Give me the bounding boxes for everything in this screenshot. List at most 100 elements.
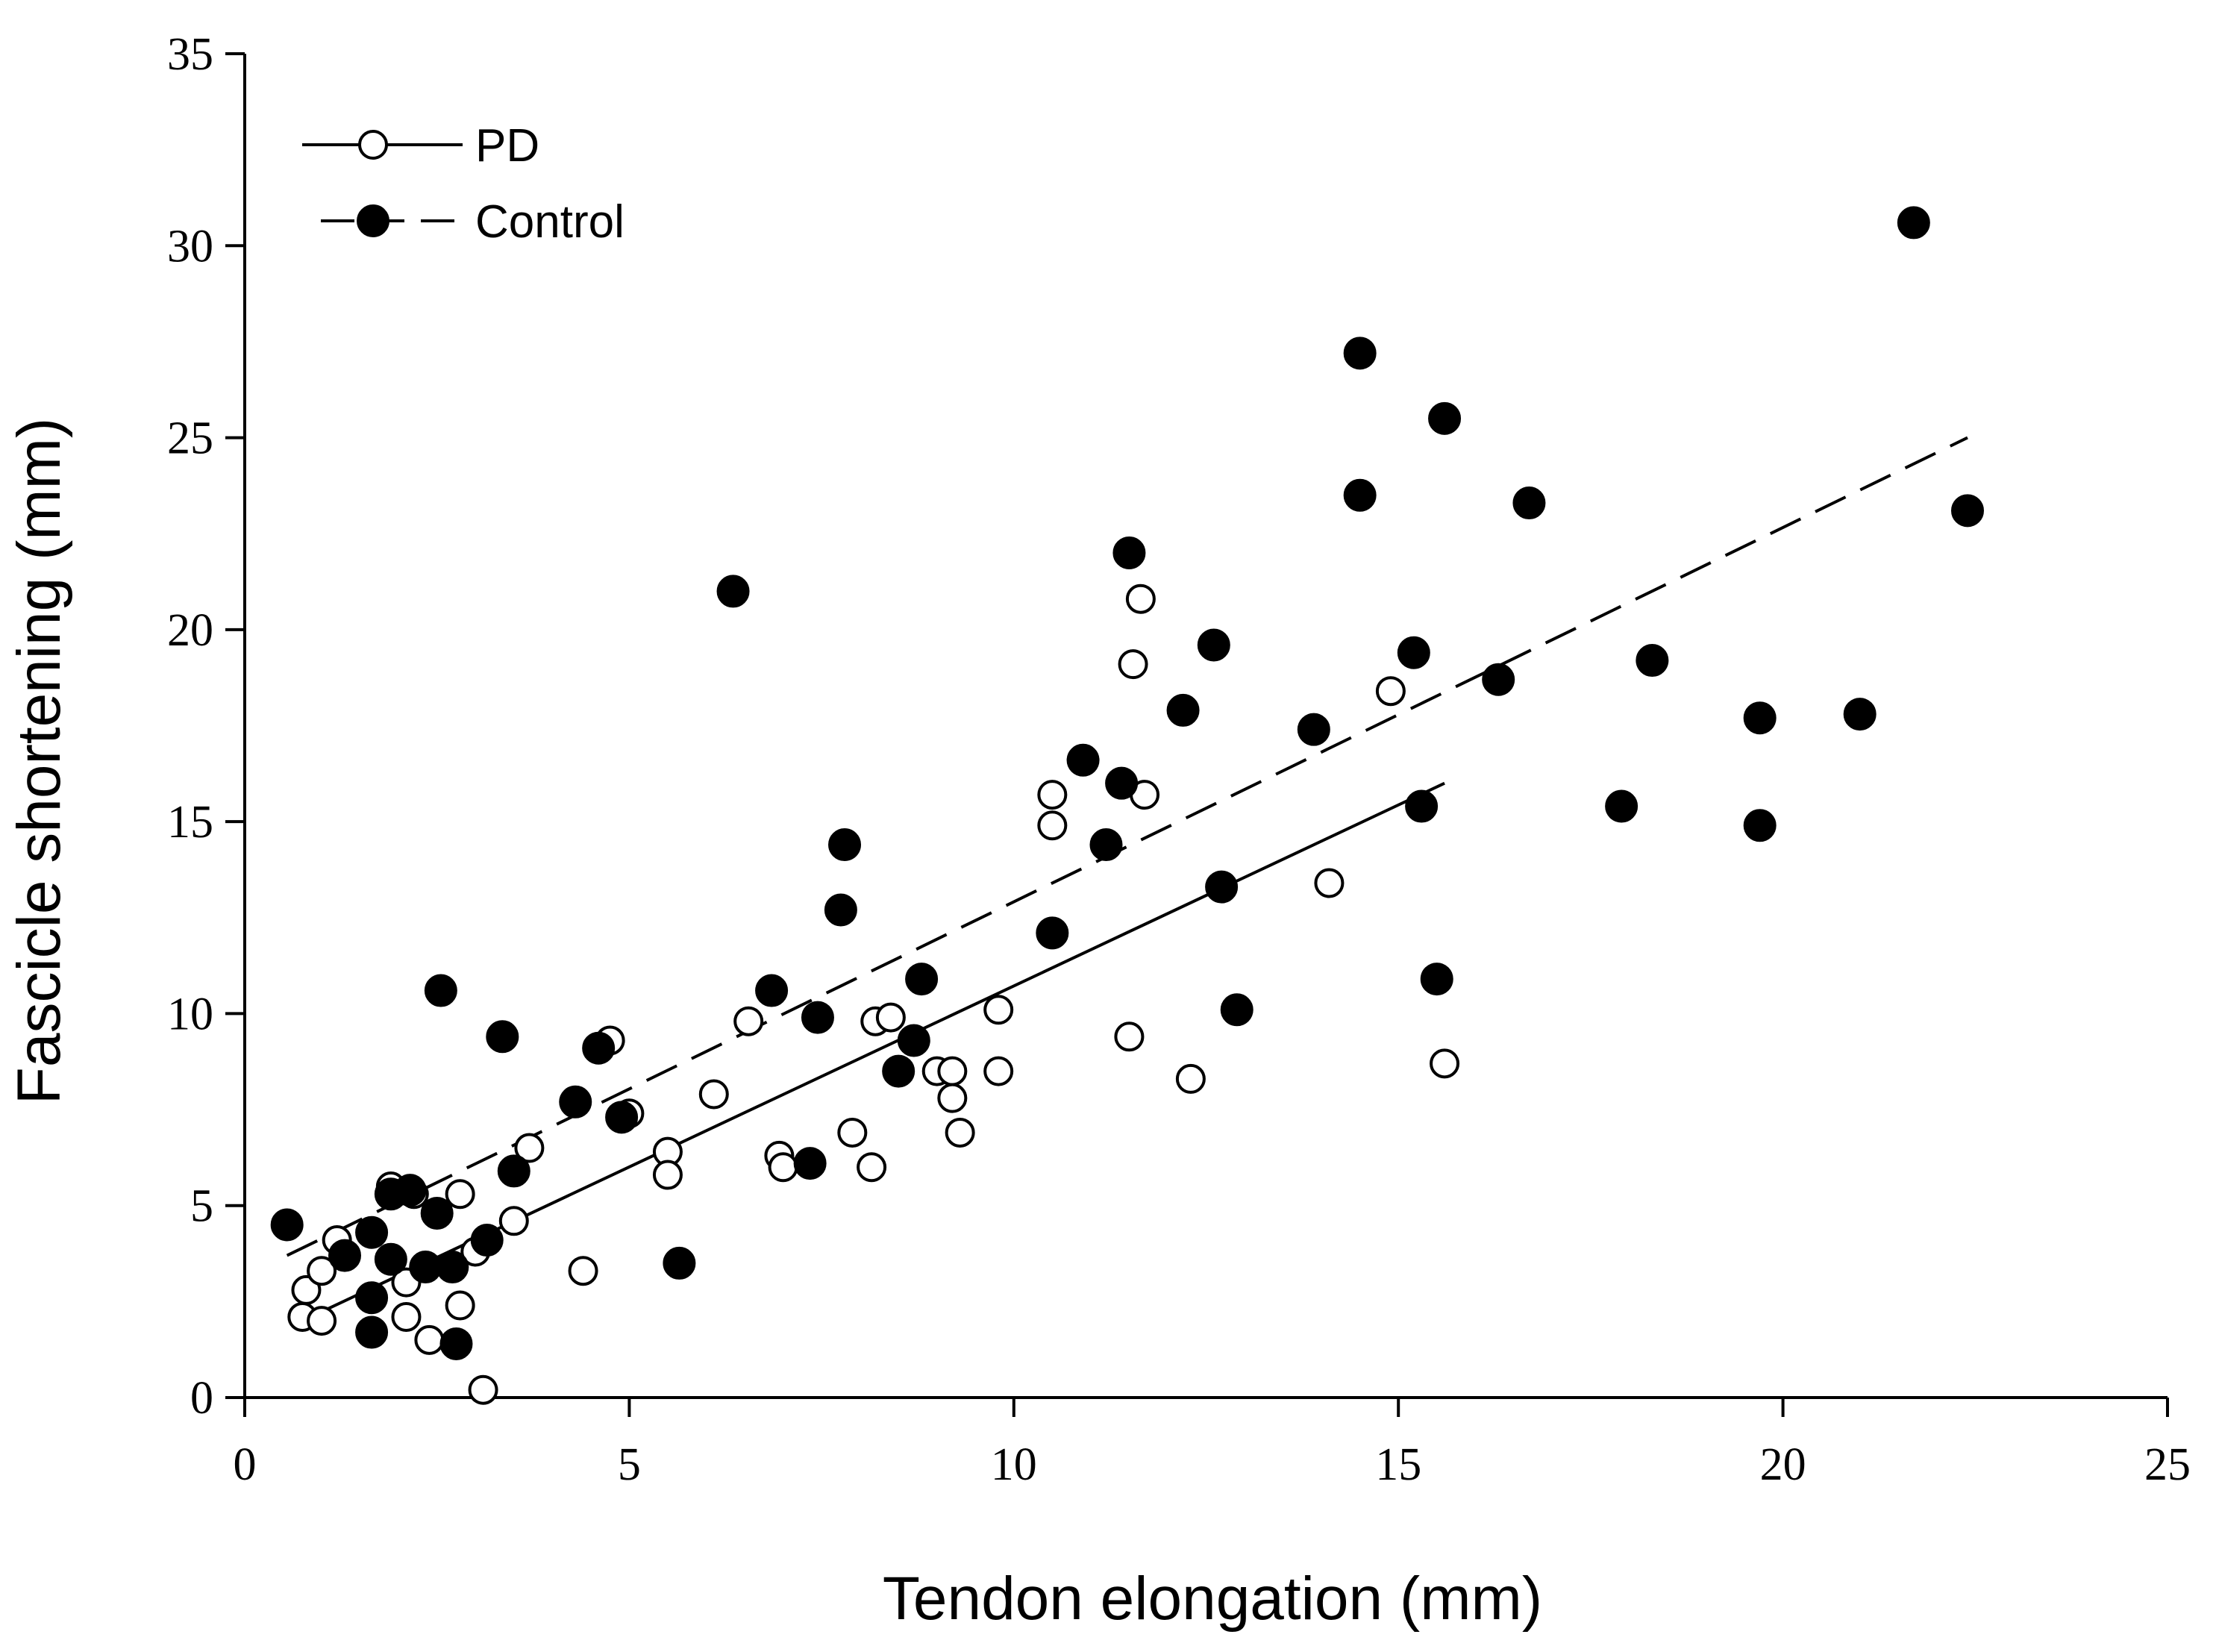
legend-control-label: Control <box>475 196 625 248</box>
point-control <box>897 1024 930 1057</box>
y-tick-label: 35 <box>167 29 213 80</box>
point-pd <box>937 1083 968 1113</box>
y-tick-label: 25 <box>167 413 213 464</box>
legend-control-marker <box>357 204 389 237</box>
point-control <box>582 1031 616 1065</box>
point-pd <box>837 1117 868 1148</box>
point-pd <box>1430 1048 1460 1079</box>
point-control <box>328 1239 362 1272</box>
point-pd <box>937 1056 968 1086</box>
point-control <box>716 575 750 608</box>
point-control <box>470 1224 504 1257</box>
point-control <box>355 1281 389 1315</box>
point-pd <box>1037 780 1068 810</box>
point-control <box>1112 536 1146 569</box>
point-control <box>1950 494 1984 528</box>
point-control <box>1743 809 1777 842</box>
point-control <box>1428 401 1462 435</box>
point-control <box>1297 713 1330 746</box>
point-control <box>1605 789 1638 823</box>
point-control <box>1843 698 1877 731</box>
point-control <box>559 1085 592 1118</box>
point-control <box>420 1197 454 1230</box>
point-pd <box>875 1002 906 1033</box>
point-pd <box>945 1117 975 1148</box>
point-control <box>793 1147 827 1180</box>
y-tick-label: 5 <box>190 1181 213 1232</box>
point-control <box>1197 628 1230 662</box>
y-tick-label: 0 <box>190 1373 213 1424</box>
point-pd <box>391 1301 422 1332</box>
point-control <box>663 1246 696 1280</box>
point-pd <box>307 1256 337 1286</box>
point-control <box>355 1315 389 1349</box>
point-control <box>1343 478 1377 512</box>
point-pd <box>498 1206 529 1236</box>
point-pd <box>983 995 1014 1025</box>
point-control <box>1512 486 1546 520</box>
point-control <box>1420 963 1453 996</box>
point-control <box>828 828 862 862</box>
data-points <box>270 206 1984 1405</box>
point-control <box>1220 993 1253 1027</box>
legend-pd-label: PD <box>475 120 539 172</box>
x-tick-label: 5 <box>618 1439 641 1490</box>
point-control <box>1743 701 1777 735</box>
y-tick-label: 30 <box>167 221 213 272</box>
point-control <box>436 1251 469 1284</box>
fit-lines <box>286 436 1968 1322</box>
x-tick-label: 15 <box>1375 1439 1421 1490</box>
point-pd <box>1175 1063 1206 1094</box>
point-control <box>1205 870 1239 904</box>
point-pd <box>468 1374 498 1405</box>
point-control <box>801 1001 834 1034</box>
point-control <box>1066 743 1100 777</box>
point-control <box>755 974 789 1007</box>
y-axis-title: Fascicle shortening (mm) <box>5 418 73 1104</box>
point-control <box>1036 916 1069 950</box>
point-pd <box>652 1160 683 1190</box>
point-pd <box>733 1006 764 1036</box>
point-pd <box>414 1324 445 1355</box>
legend-item-pd: PD <box>302 120 539 172</box>
legend: PD Control <box>302 120 625 248</box>
point-control <box>270 1208 304 1242</box>
point-control <box>355 1215 389 1249</box>
y-tick-label: 15 <box>167 797 213 848</box>
axes: 0 5 10 15 20 25 30 35 0 5 10 15 20 25 <box>167 29 2191 1490</box>
point-pd <box>568 1256 598 1286</box>
point-pd <box>1314 868 1345 898</box>
legend-pd-marker <box>358 130 388 160</box>
point-control <box>1089 828 1123 862</box>
point-pd <box>445 1179 475 1210</box>
point-control <box>1405 789 1439 823</box>
point-pd <box>291 1274 322 1305</box>
point-pd <box>1375 676 1406 707</box>
point-control <box>1636 644 1669 678</box>
point-control <box>1343 337 1377 370</box>
point-control <box>1897 206 1930 240</box>
fit-line-control <box>286 436 1968 1257</box>
point-control <box>882 1054 915 1088</box>
point-pd <box>1114 1021 1145 1052</box>
y-tick-label: 10 <box>167 989 213 1039</box>
point-control <box>486 1020 519 1054</box>
point-pd <box>768 1152 798 1183</box>
point-pd <box>983 1056 1014 1086</box>
point-pd <box>307 1306 337 1336</box>
point-control <box>1166 693 1200 727</box>
x-tick-label: 25 <box>2144 1439 2191 1490</box>
point-control <box>424 974 457 1007</box>
point-control <box>439 1327 473 1360</box>
point-pd <box>857 1152 887 1183</box>
x-tick-label: 0 <box>234 1439 257 1490</box>
point-control <box>374 1242 407 1276</box>
legend-item-control: Control <box>321 196 625 248</box>
point-pd <box>1118 649 1148 680</box>
point-control <box>1397 636 1430 669</box>
point-control <box>1105 766 1139 800</box>
point-pd <box>698 1079 729 1110</box>
point-pd <box>1037 810 1068 841</box>
point-pd <box>1125 583 1156 614</box>
